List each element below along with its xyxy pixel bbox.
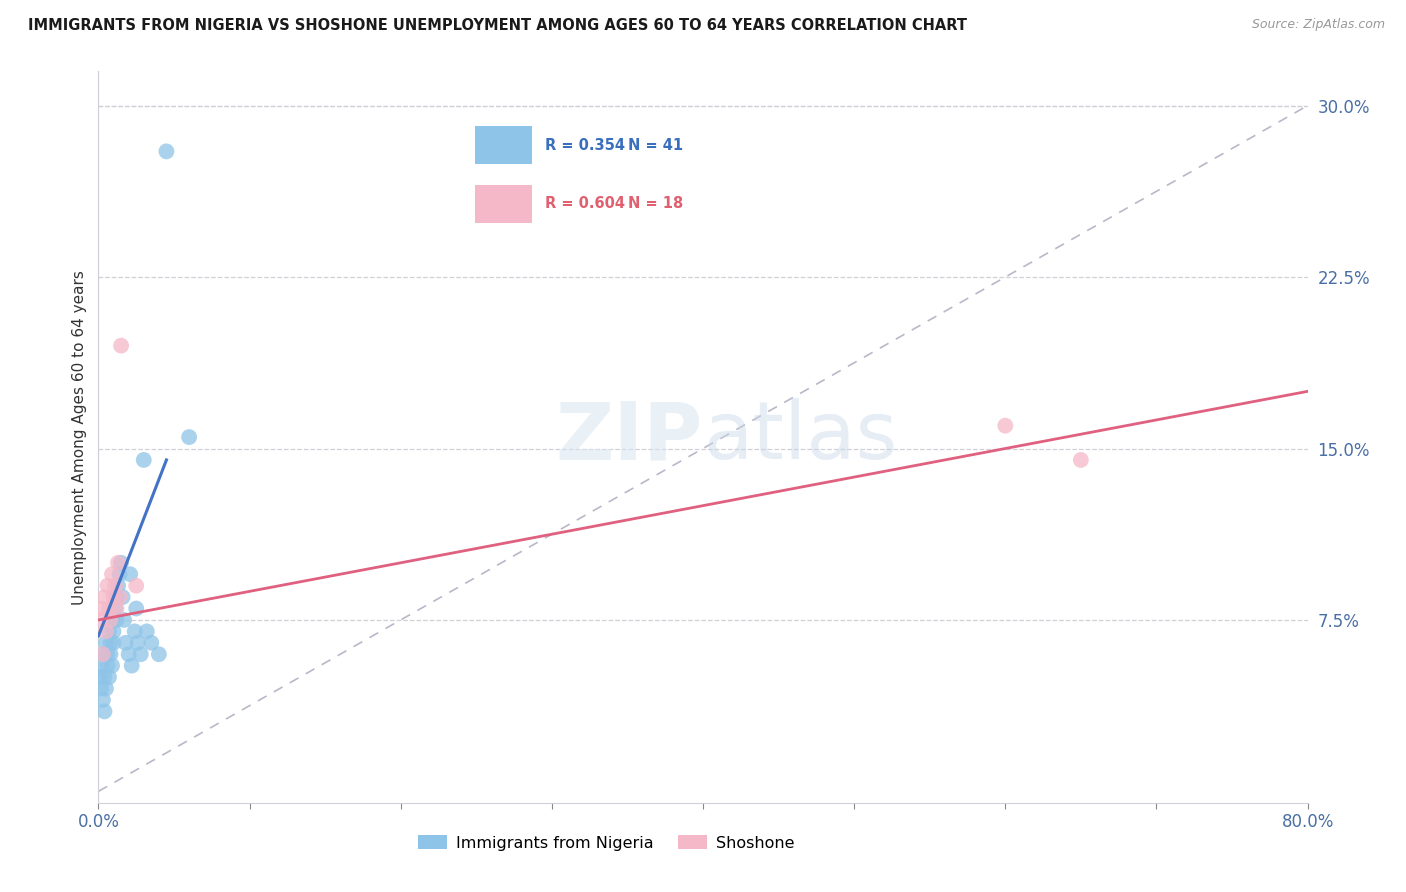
- Y-axis label: Unemployment Among Ages 60 to 64 years: Unemployment Among Ages 60 to 64 years: [72, 269, 87, 605]
- Point: [118, 647, 141, 661]
- Point: [155, 145, 177, 159]
- Point: [94, 636, 117, 650]
- Point: [104, 579, 127, 593]
- Point: [94, 624, 117, 639]
- Point: [132, 453, 155, 467]
- Point: [135, 624, 157, 639]
- Point: [1070, 453, 1092, 467]
- Text: Source: ZipAtlas.com: Source: ZipAtlas.com: [1251, 18, 1385, 31]
- Point: [98, 624, 121, 639]
- Point: [103, 636, 125, 650]
- Point: [96, 647, 118, 661]
- Point: [90, 658, 112, 673]
- Point: [114, 636, 136, 650]
- Point: [110, 339, 132, 353]
- Point: [89, 670, 111, 684]
- Point: [112, 613, 135, 627]
- Point: [94, 681, 117, 696]
- Point: [105, 601, 128, 615]
- Point: [105, 613, 128, 627]
- Point: [93, 705, 115, 719]
- Point: [125, 579, 148, 593]
- Point: [90, 601, 112, 615]
- Point: [91, 693, 114, 707]
- Point: [91, 647, 114, 661]
- Point: [129, 647, 152, 661]
- Point: [98, 670, 121, 684]
- Point: [93, 670, 115, 684]
- Point: [101, 613, 124, 627]
- Point: [121, 658, 143, 673]
- Point: [104, 601, 127, 615]
- Point: [91, 647, 114, 661]
- Point: [90, 681, 112, 696]
- Point: [141, 636, 163, 650]
- Legend: Immigrants from Nigeria, Shoshone: Immigrants from Nigeria, Shoshone: [412, 829, 801, 857]
- Point: [105, 590, 128, 604]
- Point: [100, 636, 122, 650]
- Point: [103, 590, 125, 604]
- Point: [108, 567, 131, 582]
- Point: [89, 613, 111, 627]
- Point: [148, 647, 170, 661]
- Point: [101, 658, 124, 673]
- Point: [93, 590, 115, 604]
- Point: [96, 658, 118, 673]
- Point: [103, 624, 125, 639]
- Point: [108, 590, 131, 604]
- Point: [100, 613, 122, 627]
- Point: [994, 418, 1017, 433]
- Text: ZIP: ZIP: [555, 398, 703, 476]
- Text: IMMIGRANTS FROM NIGERIA VS SHOSHONE UNEMPLOYMENT AMONG AGES 60 TO 64 YEARS CORRE: IMMIGRANTS FROM NIGERIA VS SHOSHONE UNEM…: [28, 18, 967, 33]
- Text: atlas: atlas: [703, 398, 897, 476]
- Point: [125, 601, 148, 615]
- Point: [127, 636, 149, 650]
- Point: [107, 579, 129, 593]
- Point: [179, 430, 201, 444]
- Point: [111, 590, 134, 604]
- Point: [98, 601, 121, 615]
- Point: [124, 624, 146, 639]
- Point: [100, 647, 122, 661]
- Point: [96, 579, 118, 593]
- Point: [101, 567, 124, 582]
- Point: [107, 556, 129, 570]
- Point: [110, 556, 132, 570]
- Point: [120, 567, 142, 582]
